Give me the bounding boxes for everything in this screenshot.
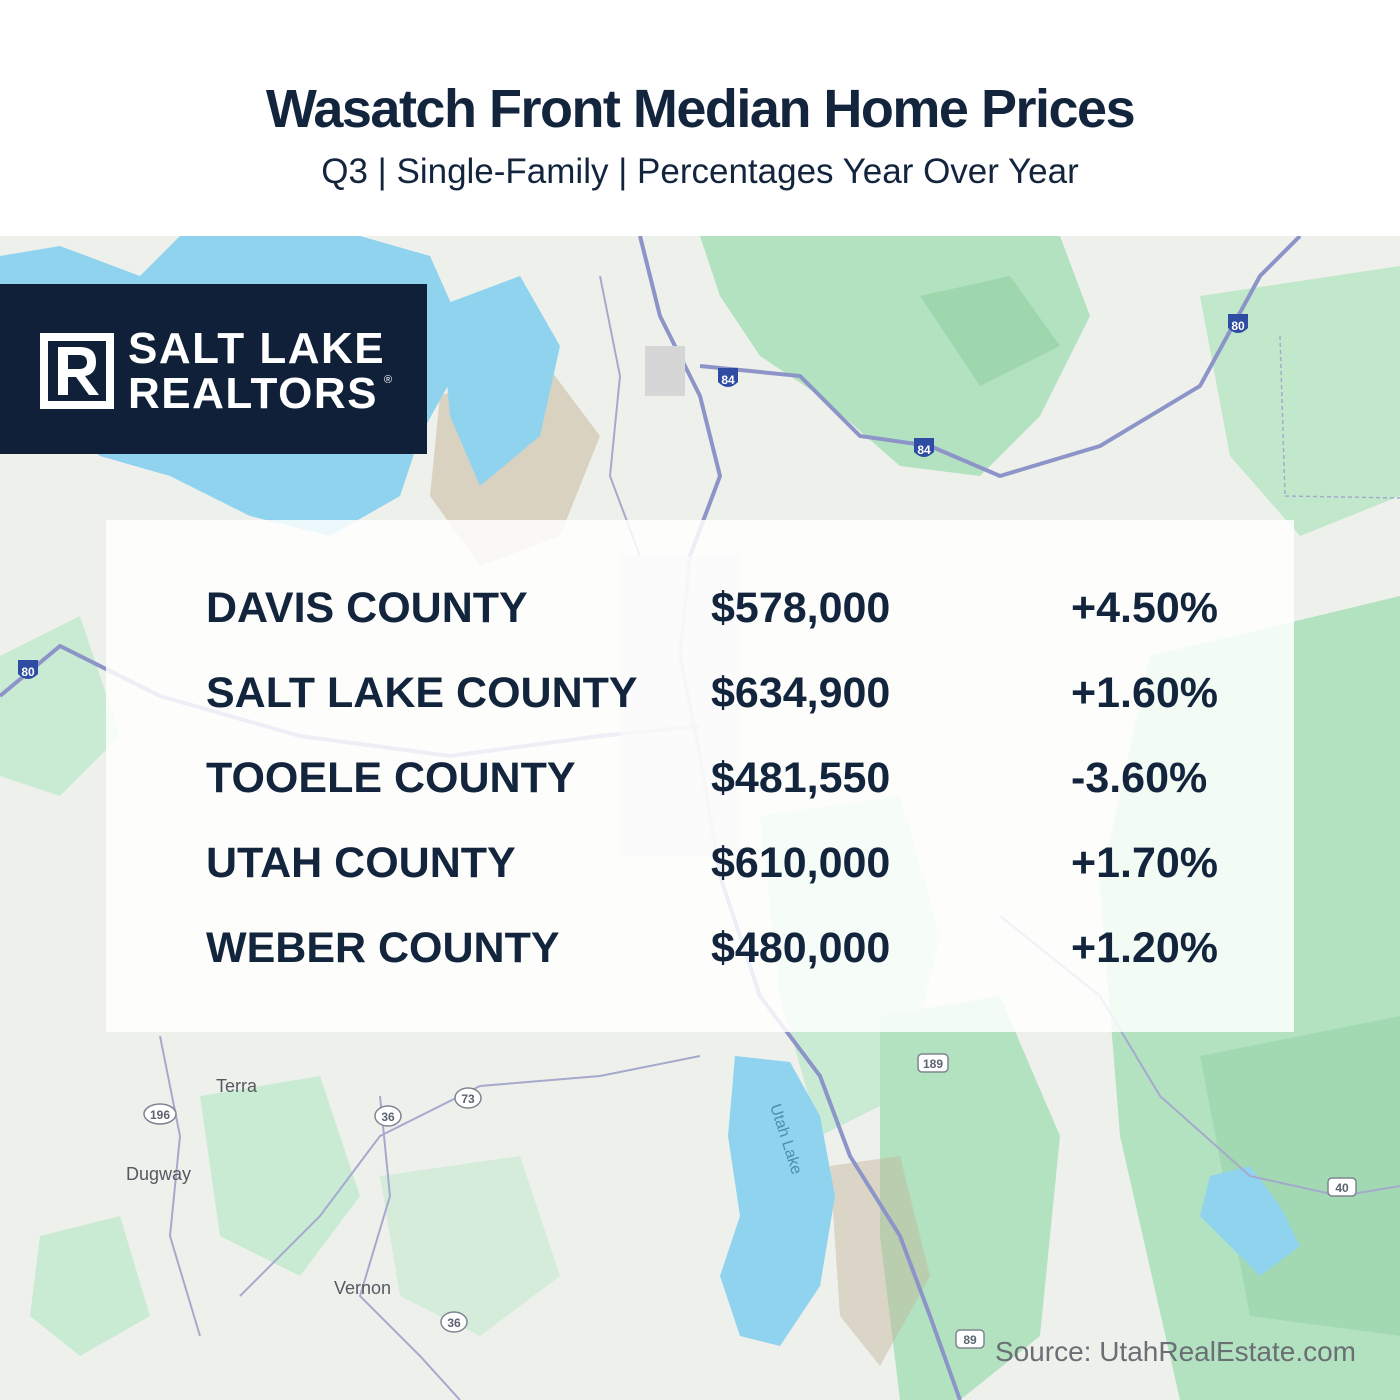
table-row: DAVIS COUNTY $578,000 +4.50% — [106, 578, 1294, 638]
registered-mark: ® — [384, 374, 393, 386]
svg-text:36: 36 — [447, 1316, 461, 1330]
table-row: TOOELE COUNTY $481,550 -3.60% — [106, 748, 1294, 808]
svg-text:84: 84 — [721, 373, 735, 387]
yoy-change: +1.20% — [1071, 924, 1219, 972]
header: Wasatch Front Median Home Prices Q3 | Si… — [0, 0, 1400, 236]
highway-shield-80: 80 — [18, 660, 38, 679]
svg-text:40: 40 — [1335, 1181, 1349, 1195]
page-title: Wasatch Front Median Home Prices — [265, 79, 1136, 139]
svg-text:196: 196 — [150, 1108, 170, 1122]
median-price: $480,000 — [711, 924, 891, 972]
county-name: WEBER COUNTY — [206, 924, 560, 972]
highway-shield-84: 84 — [718, 368, 738, 387]
svg-text:89: 89 — [963, 1333, 977, 1347]
realtor-r-logo-icon — [38, 331, 116, 416]
yoy-change: +4.50% — [1071, 584, 1219, 632]
svg-text:189: 189 — [923, 1057, 943, 1071]
svg-text:80: 80 — [21, 665, 35, 679]
svg-text:73: 73 — [461, 1092, 475, 1106]
logo-text-line2: REALTORS — [128, 369, 378, 418]
median-price: $634,900 — [711, 669, 891, 717]
median-price: $610,000 — [711, 839, 891, 887]
highway-shield-84: 84 — [914, 438, 934, 457]
median-price: $578,000 — [711, 584, 891, 632]
county-name: TOOELE COUNTY — [206, 754, 576, 802]
svg-text:36: 36 — [381, 1110, 395, 1124]
place-label-dugway: Dugway — [126, 1164, 191, 1184]
place-label-terra: Terra — [216, 1076, 258, 1096]
table-row: UTAH COUNTY $610,000 +1.70% — [106, 833, 1294, 893]
yoy-change: -3.60% — [1071, 754, 1208, 802]
highway-shield-80: 80 — [1228, 314, 1248, 333]
place-label-vernon: Vernon — [334, 1278, 391, 1298]
median-price: $481,550 — [711, 754, 891, 802]
county-name: UTAH COUNTY — [206, 839, 516, 887]
yoy-change: +1.70% — [1071, 839, 1219, 887]
source-credit: Source: UtahRealEstate.com — [994, 1336, 1356, 1367]
svg-text:80: 80 — [1231, 319, 1245, 333]
logo-text-line1: SALT LAKE — [128, 324, 386, 373]
table-row: SALT LAKE COUNTY $634,900 +1.60% — [106, 663, 1294, 723]
county-name: DAVIS COUNTY — [206, 584, 528, 632]
price-table-panel: DAVIS COUNTY $578,000 +4.50% SALT LAKE C… — [106, 520, 1294, 1032]
county-name: SALT LAKE COUNTY — [206, 669, 638, 717]
svg-text:84: 84 — [917, 443, 931, 457]
page-subtitle: Q3 | Single-Family | Percentages Year Ov… — [321, 152, 1079, 191]
table-row: WEBER COUNTY $480,000 +1.20% — [106, 918, 1294, 978]
yoy-change: +1.60% — [1071, 669, 1219, 717]
